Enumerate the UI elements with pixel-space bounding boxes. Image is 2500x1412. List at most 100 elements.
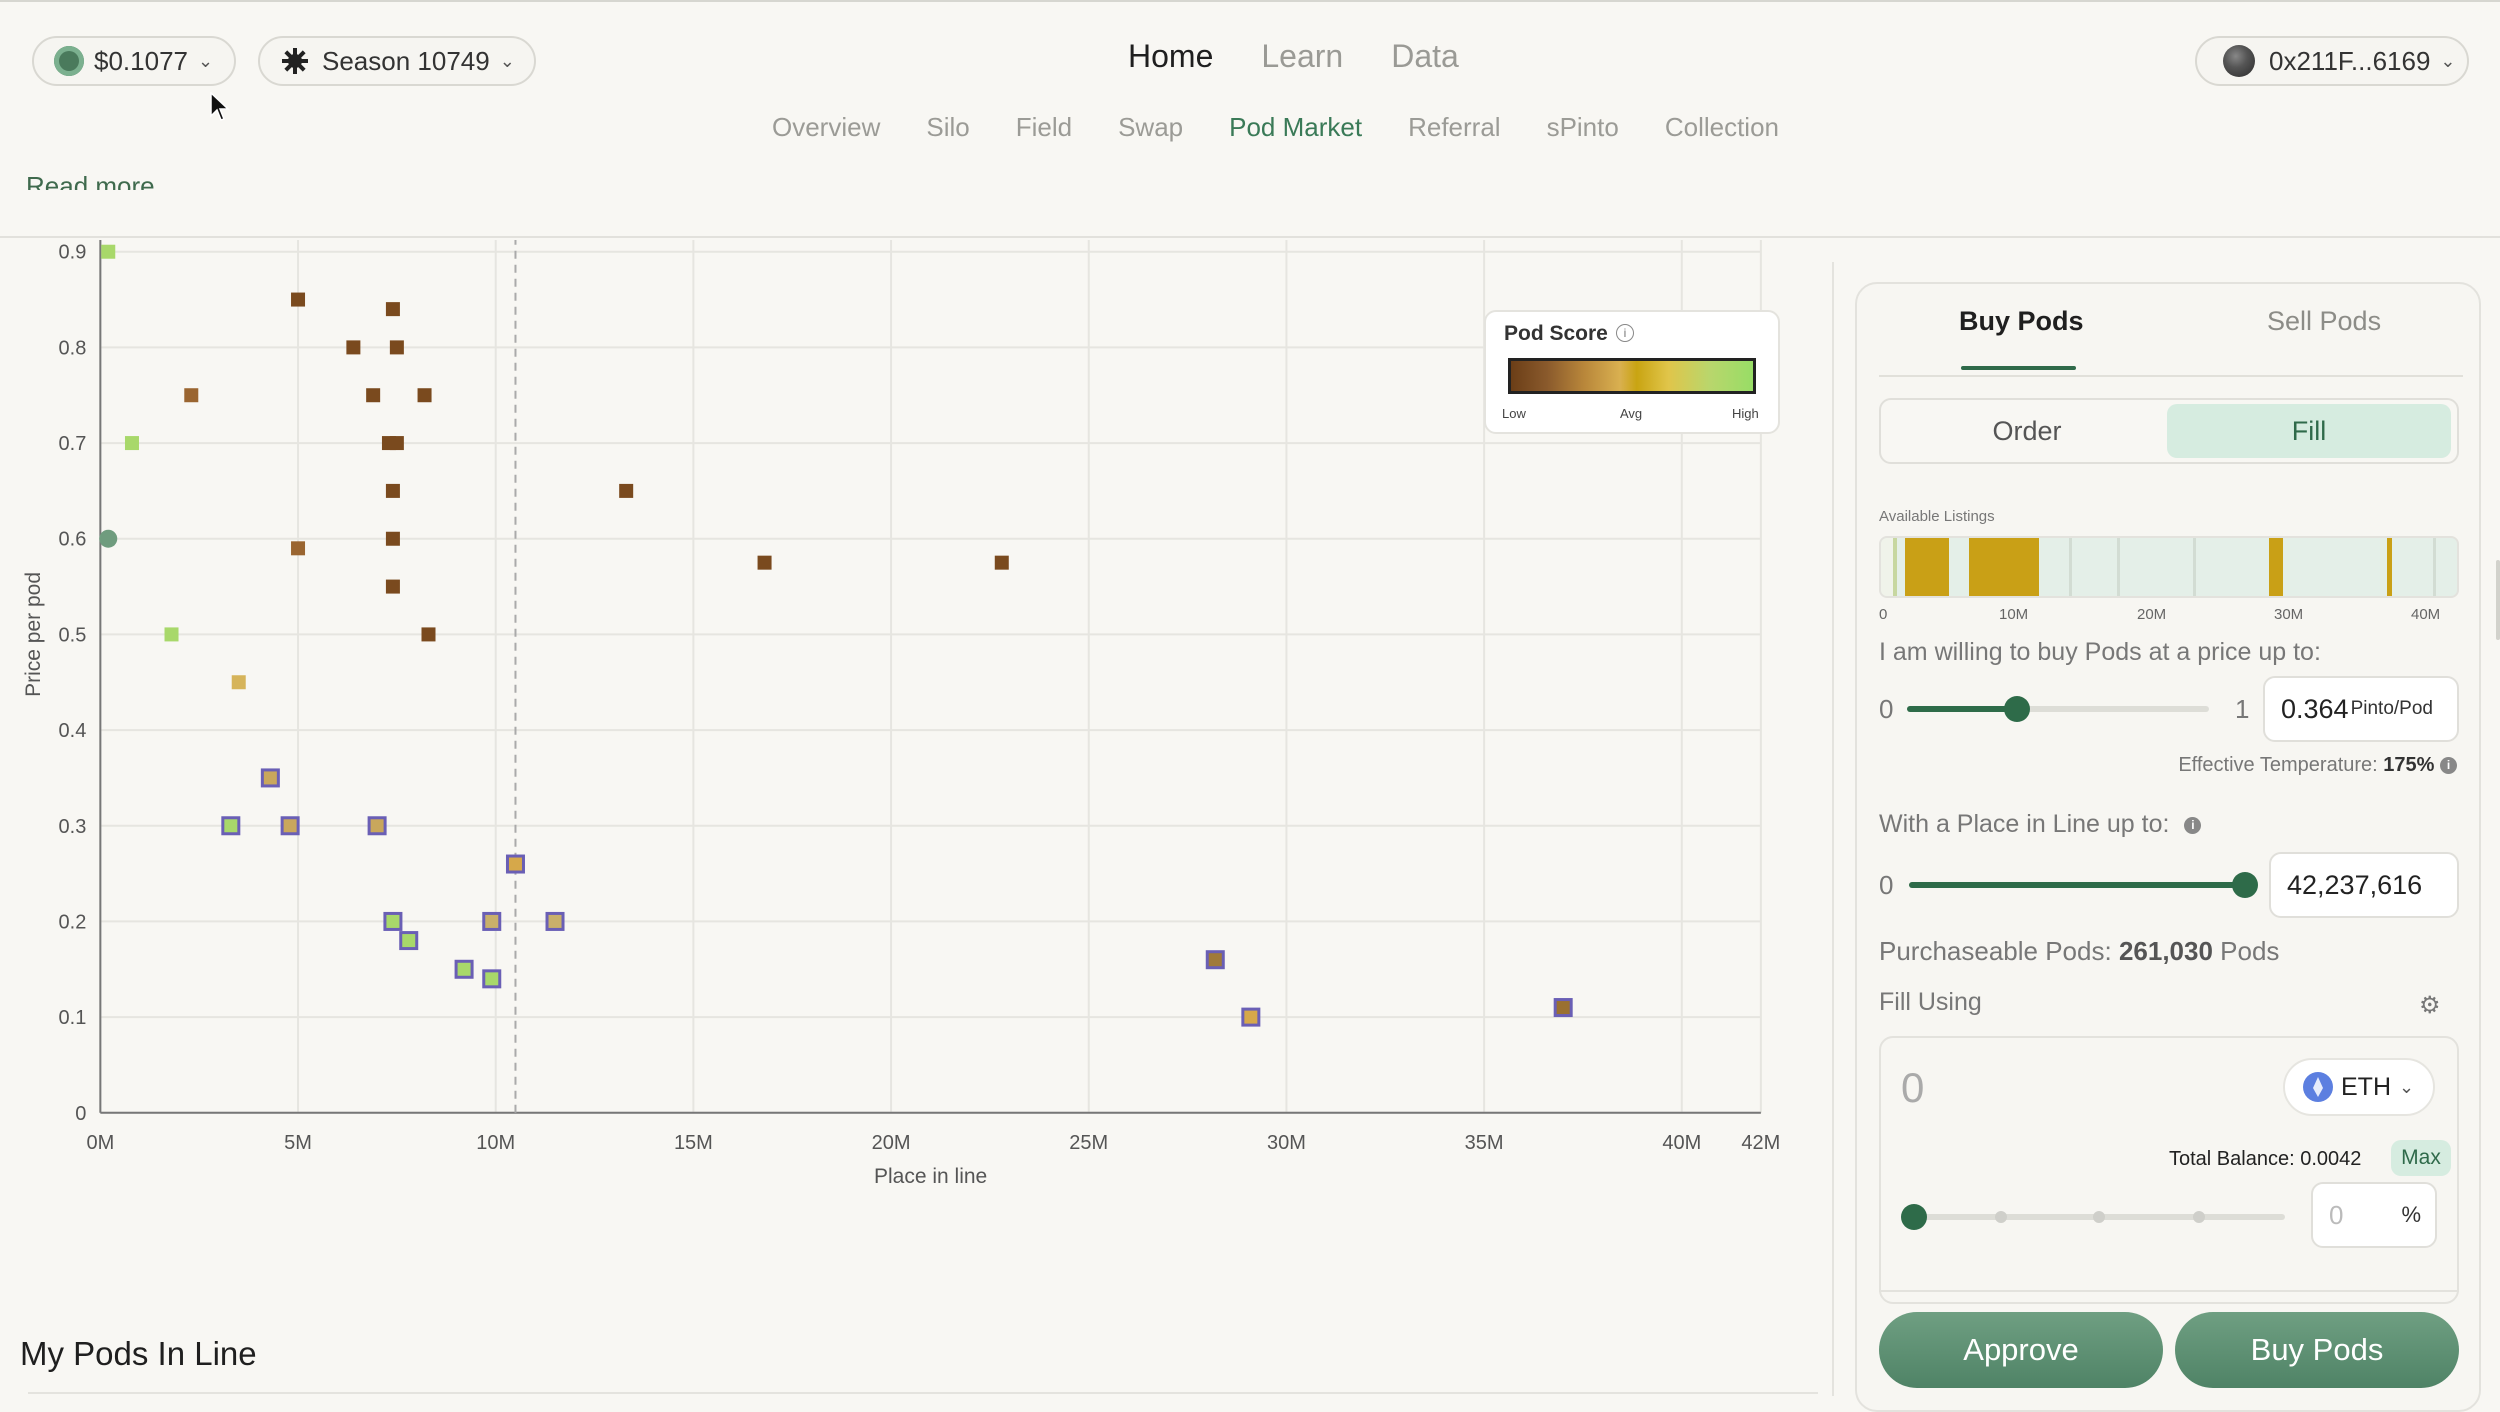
pod-listing-point[interactable] <box>101 244 116 259</box>
pod-order-point[interactable] <box>383 911 403 931</box>
pod-order-point[interactable] <box>1205 950 1225 970</box>
pod-listing-point[interactable] <box>366 388 381 403</box>
info-icon[interactable]: i <box>2184 816 2202 834</box>
token-label: ETH <box>2341 1072 2391 1101</box>
toggle-order[interactable]: Order <box>1992 416 2062 446</box>
price-pill[interactable]: $0.1077 ⌄ <box>32 36 236 86</box>
subnav-pod-market[interactable]: Pod Market <box>1229 112 1363 142</box>
max-button[interactable]: Max <box>2391 1140 2451 1176</box>
scatter-chart[interactable]: 0M 5M 10M 15M 20M 25M 30M 35M 40M 42M 0 0.1 0.2 0.3 0.… <box>0 146 1832 1396</box>
season-pill[interactable]: Season 10749 ⌄ <box>258 36 536 86</box>
pod-listing-point[interactable] <box>389 436 404 451</box>
pod-listing-point[interactable] <box>421 627 436 642</box>
price-slider-handle[interactable] <box>2003 696 2030 722</box>
pod-order-point[interactable] <box>545 911 565 931</box>
pod-listing-point[interactable] <box>124 436 139 451</box>
pod-score-gradient <box>1508 358 1756 394</box>
y-tick-label: 0.8 <box>59 337 87 359</box>
pod-listing-point[interactable] <box>291 541 306 556</box>
price-slider-fill <box>1907 706 2017 712</box>
nav-home[interactable]: Home <box>1128 38 1214 74</box>
toggle-fill[interactable]: Fill <box>2167 404 2451 458</box>
x-tick-label: 25M <box>1069 1132 1108 1154</box>
y-tick-label: 0.9 <box>59 242 87 264</box>
percent-slider[interactable] <box>1901 1204 2285 1230</box>
purchaseable-unit: Pods <box>2220 936 2280 966</box>
pod-listing-point[interactable] <box>619 483 634 498</box>
scrollbar[interactable] <box>2496 560 2500 640</box>
pod-listing-point[interactable] <box>291 292 306 307</box>
listing-segment <box>2433 538 2436 596</box>
tab-buy-pods[interactable]: Buy Pods <box>1959 306 2084 336</box>
pod-point-own[interactable] <box>99 529 118 548</box>
tab-sell-pods[interactable]: Sell Pods <box>2267 306 2382 336</box>
pod-order-point[interactable] <box>1553 998 1573 1018</box>
pod-listing-point[interactable] <box>385 302 400 317</box>
gear-icon[interactable]: ⚙ <box>2419 992 2441 1019</box>
pod-order-point[interactable] <box>367 816 387 836</box>
pod-order-point[interactable] <box>454 959 474 979</box>
buy-pods-button[interactable]: Buy Pods <box>2175 1312 2459 1388</box>
price-max-label: 1 <box>2235 694 2250 724</box>
wallet-pill[interactable]: 0x211F...6169 ⌄ <box>2195 36 2469 86</box>
nav-learn[interactable]: Learn <box>1261 38 1344 74</box>
y-axis-label: Price per pod <box>22 572 45 697</box>
eff-temp-value: 175% <box>2383 754 2435 776</box>
token-selector[interactable]: ETH ⌄ <box>2283 1058 2435 1116</box>
pod-listing-point[interactable] <box>757 555 772 570</box>
pod-listing-point[interactable] <box>346 340 361 355</box>
subnav-overview[interactable]: Overview <box>772 112 881 142</box>
pod-order-point[interactable] <box>260 768 280 788</box>
pod-order-point[interactable] <box>221 816 241 836</box>
pod-listing-point[interactable] <box>385 579 400 594</box>
y-tick-label: 0.1 <box>59 1007 87 1029</box>
percent-input[interactable]: 0 % <box>2311 1182 2437 1248</box>
subnav-field[interactable]: Field <box>1015 112 1073 142</box>
x-tick-label: 35M <box>1465 1132 1504 1154</box>
pod-listing-point[interactable] <box>385 483 400 498</box>
subnav-spinto[interactable]: sPinto <box>1546 112 1619 142</box>
total-balance: Total Balance: 0.0042 <box>2169 1148 2362 1170</box>
pod-order-point[interactable] <box>1241 1007 1261 1027</box>
pod-order-point[interactable] <box>482 911 502 931</box>
read-more-link[interactable]: Read more <box>26 171 155 190</box>
purchaseable-label: Purchaseable Pods: <box>1879 936 2112 966</box>
pod-order-point[interactable] <box>505 854 525 874</box>
pod-order-point[interactable] <box>399 931 419 951</box>
pod-listing-point[interactable] <box>994 555 1009 570</box>
pod-listing-point[interactable] <box>389 340 404 355</box>
subnav-collection[interactable]: Collection <box>1664 112 1779 142</box>
info-icon[interactable]: i <box>2440 757 2457 775</box>
pod-order-point[interactable] <box>280 816 300 836</box>
percent-slider-handle[interactable] <box>1901 1204 1927 1230</box>
price-input-value: 0.364 <box>2281 693 2349 724</box>
place-slider-handle[interactable] <box>2232 872 2258 898</box>
price-prompt-label: I am willing to buy Pods at a price up t… <box>1879 638 2321 666</box>
subnav-silo[interactable]: Silo <box>926 112 970 142</box>
place-slider[interactable] <box>1909 872 2258 898</box>
x-axis-label: Place in line <box>874 1165 987 1188</box>
pod-order-point[interactable] <box>482 969 502 989</box>
pinto-token-icon <box>54 46 84 76</box>
slider-step-dot <box>1995 1211 2007 1223</box>
price-slider[interactable] <box>1907 696 2209 722</box>
wallet-address: 0x211F...6169 <box>2269 45 2431 76</box>
listing-segment <box>2193 538 2196 596</box>
pod-listing-point[interactable] <box>417 388 432 403</box>
chevron-down-icon: ⌄ <box>2440 50 2456 71</box>
pod-listing-point[interactable] <box>164 627 179 642</box>
available-listings-bar[interactable] <box>1879 536 2459 598</box>
amount-input[interactable]: 0 <box>1901 1064 1925 1111</box>
subnav-referral[interactable]: Referral <box>1408 112 1501 142</box>
info-icon[interactable]: i <box>1616 324 1634 342</box>
place-in-line-input[interactable]: 42,237,616 <box>2269 852 2459 918</box>
approve-button[interactable]: Approve <box>1879 1312 2163 1388</box>
nav-data[interactable]: Data <box>1391 38 1459 74</box>
listing-segment <box>1969 538 2039 596</box>
subnav-swap[interactable]: Swap <box>1118 112 1184 142</box>
pod-listing-point[interactable] <box>184 388 199 403</box>
price-input[interactable]: 0.364 Pinto/Pod <box>2263 676 2459 742</box>
place-prompt-text: With a Place in Line up to: <box>1879 810 2170 838</box>
pod-listing-point[interactable] <box>385 531 400 546</box>
pod-listing-point[interactable] <box>231 675 246 690</box>
